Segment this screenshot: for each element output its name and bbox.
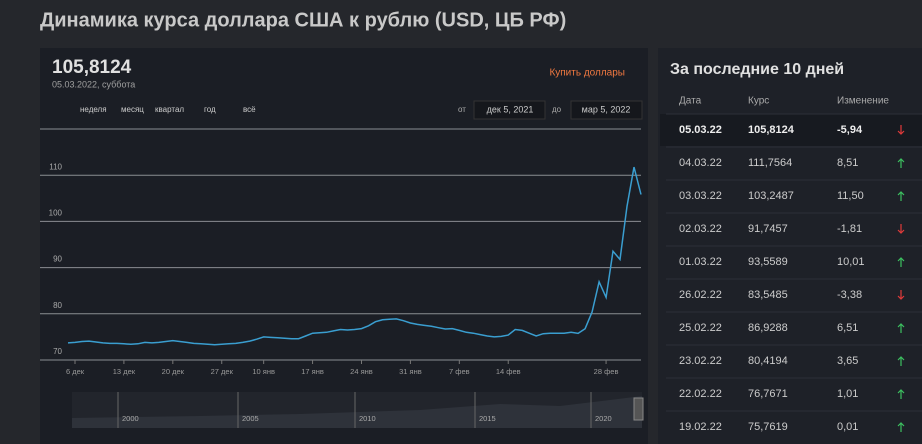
row-highlight — [660, 114, 922, 146]
trend-arrow — [897, 257, 905, 267]
period-button[interactable]: всё — [243, 105, 256, 114]
table-cell: 93,5589 — [748, 256, 788, 268]
x-tick-label: 10 янв — [252, 367, 275, 376]
trend-arrow — [897, 125, 905, 135]
period-button[interactable]: неделя — [80, 105, 107, 114]
trend-arrow — [897, 323, 905, 333]
trend-arrow — [897, 290, 905, 300]
table-cell: 25.02.22 — [679, 322, 722, 334]
table-cell: 3,65 — [837, 355, 858, 367]
table-cell: 02.03.22 — [679, 223, 722, 235]
period-button[interactable]: квартал — [155, 105, 184, 114]
buy-link[interactable]: Купить доллары — [549, 68, 625, 79]
y-tick-label: 70 — [53, 347, 62, 356]
range-from-input[interactable] — [473, 100, 546, 120]
table-cell: 111,7564 — [748, 157, 792, 169]
trend-arrow — [897, 356, 905, 366]
current-value: 105,8124 — [52, 57, 132, 78]
range-to: мар 5, 2022 — [582, 104, 631, 114]
table-cell: 105,8124 — [748, 124, 795, 136]
period-button[interactable]: месяц — [121, 105, 144, 114]
table-cell: 26.02.22 — [679, 289, 722, 301]
table-cell: 80,4194 — [748, 355, 788, 367]
x-tick-label: 31 янв — [399, 367, 422, 376]
x-tick-label: 7 фев — [449, 367, 470, 376]
navigator-label: 2015 — [479, 414, 496, 423]
table-cell: 8,51 — [837, 157, 858, 169]
x-tick-label: 27 дек — [211, 367, 234, 376]
range-to-label: до — [552, 105, 562, 114]
table-cell: 75,7619 — [748, 421, 788, 433]
x-tick-label: 28 фев — [594, 367, 619, 376]
column-header: Дата — [679, 96, 702, 107]
trend-arrow — [897, 389, 905, 399]
table-cell: 10,01 — [837, 256, 865, 268]
navigator-handle[interactable] — [633, 397, 644, 421]
table-cell: 11,50 — [837, 190, 864, 202]
trend-arrow — [897, 191, 905, 201]
trend-arrow — [897, 158, 905, 168]
navigator-area — [72, 396, 642, 428]
table-cell: 86,9288 — [748, 322, 788, 334]
x-tick-label: 24 янв — [350, 367, 373, 376]
column-header: Курс — [748, 96, 769, 107]
table-title: За последние 10 дней — [670, 61, 844, 78]
current-date: 05.03.2022, суббота — [52, 79, 135, 89]
x-tick-label: 13 дек — [113, 367, 136, 376]
table-cell: 05.03.22 — [679, 124, 722, 136]
table-cell: 6,51 — [837, 322, 858, 334]
table-cell: 83,5485 — [748, 289, 788, 301]
page-title: Динамика курса доллара США к рублю (USD,… — [40, 9, 566, 31]
table-cell: 04.03.22 — [679, 157, 722, 169]
y-tick-label: 90 — [53, 255, 62, 264]
table-cell: 03.03.22 — [679, 190, 722, 202]
chart-panel — [40, 48, 648, 444]
period-button[interactable]: год — [204, 105, 216, 114]
navigator-label: 2005 — [242, 414, 259, 423]
trend-arrow — [897, 422, 905, 432]
table-cell: 1,01 — [837, 388, 858, 400]
x-tick-label: 17 янв — [301, 367, 324, 376]
table-cell: 01.03.22 — [679, 256, 722, 268]
navigator-label: 2010 — [359, 414, 376, 423]
table-cell: 23.02.22 — [679, 355, 722, 367]
navigator-label: 2000 — [122, 414, 139, 423]
table-cell: -1,81 — [837, 223, 862, 235]
table-cell: 19.02.22 — [679, 421, 722, 433]
range-from: дек 5, 2021 — [487, 104, 534, 114]
x-tick-label: 6 дек — [66, 367, 85, 376]
y-tick-label: 80 — [53, 301, 62, 310]
table-cell: -5,94 — [837, 124, 863, 136]
range-from-label: от — [458, 105, 466, 114]
navigator-label: 2020 — [595, 414, 612, 423]
table-cell: 22.02.22 — [679, 388, 722, 400]
table-cell: 0,01 — [837, 421, 858, 433]
trend-arrow — [897, 224, 905, 234]
column-header: Изменение — [837, 96, 889, 107]
x-tick-label: 14 фев — [496, 367, 521, 376]
y-tick-label: 100 — [49, 209, 63, 218]
table-cell: 76,7671 — [748, 388, 788, 400]
table-cell: -3,38 — [837, 289, 862, 301]
range-to-input[interactable] — [570, 100, 643, 120]
x-tick-label: 20 дек — [162, 367, 185, 376]
table-cell: 91,7457 — [748, 223, 788, 235]
table-cell: 103,2487 — [748, 190, 794, 202]
y-tick-label: 110 — [49, 162, 62, 171]
line-series — [67, 166, 642, 346]
